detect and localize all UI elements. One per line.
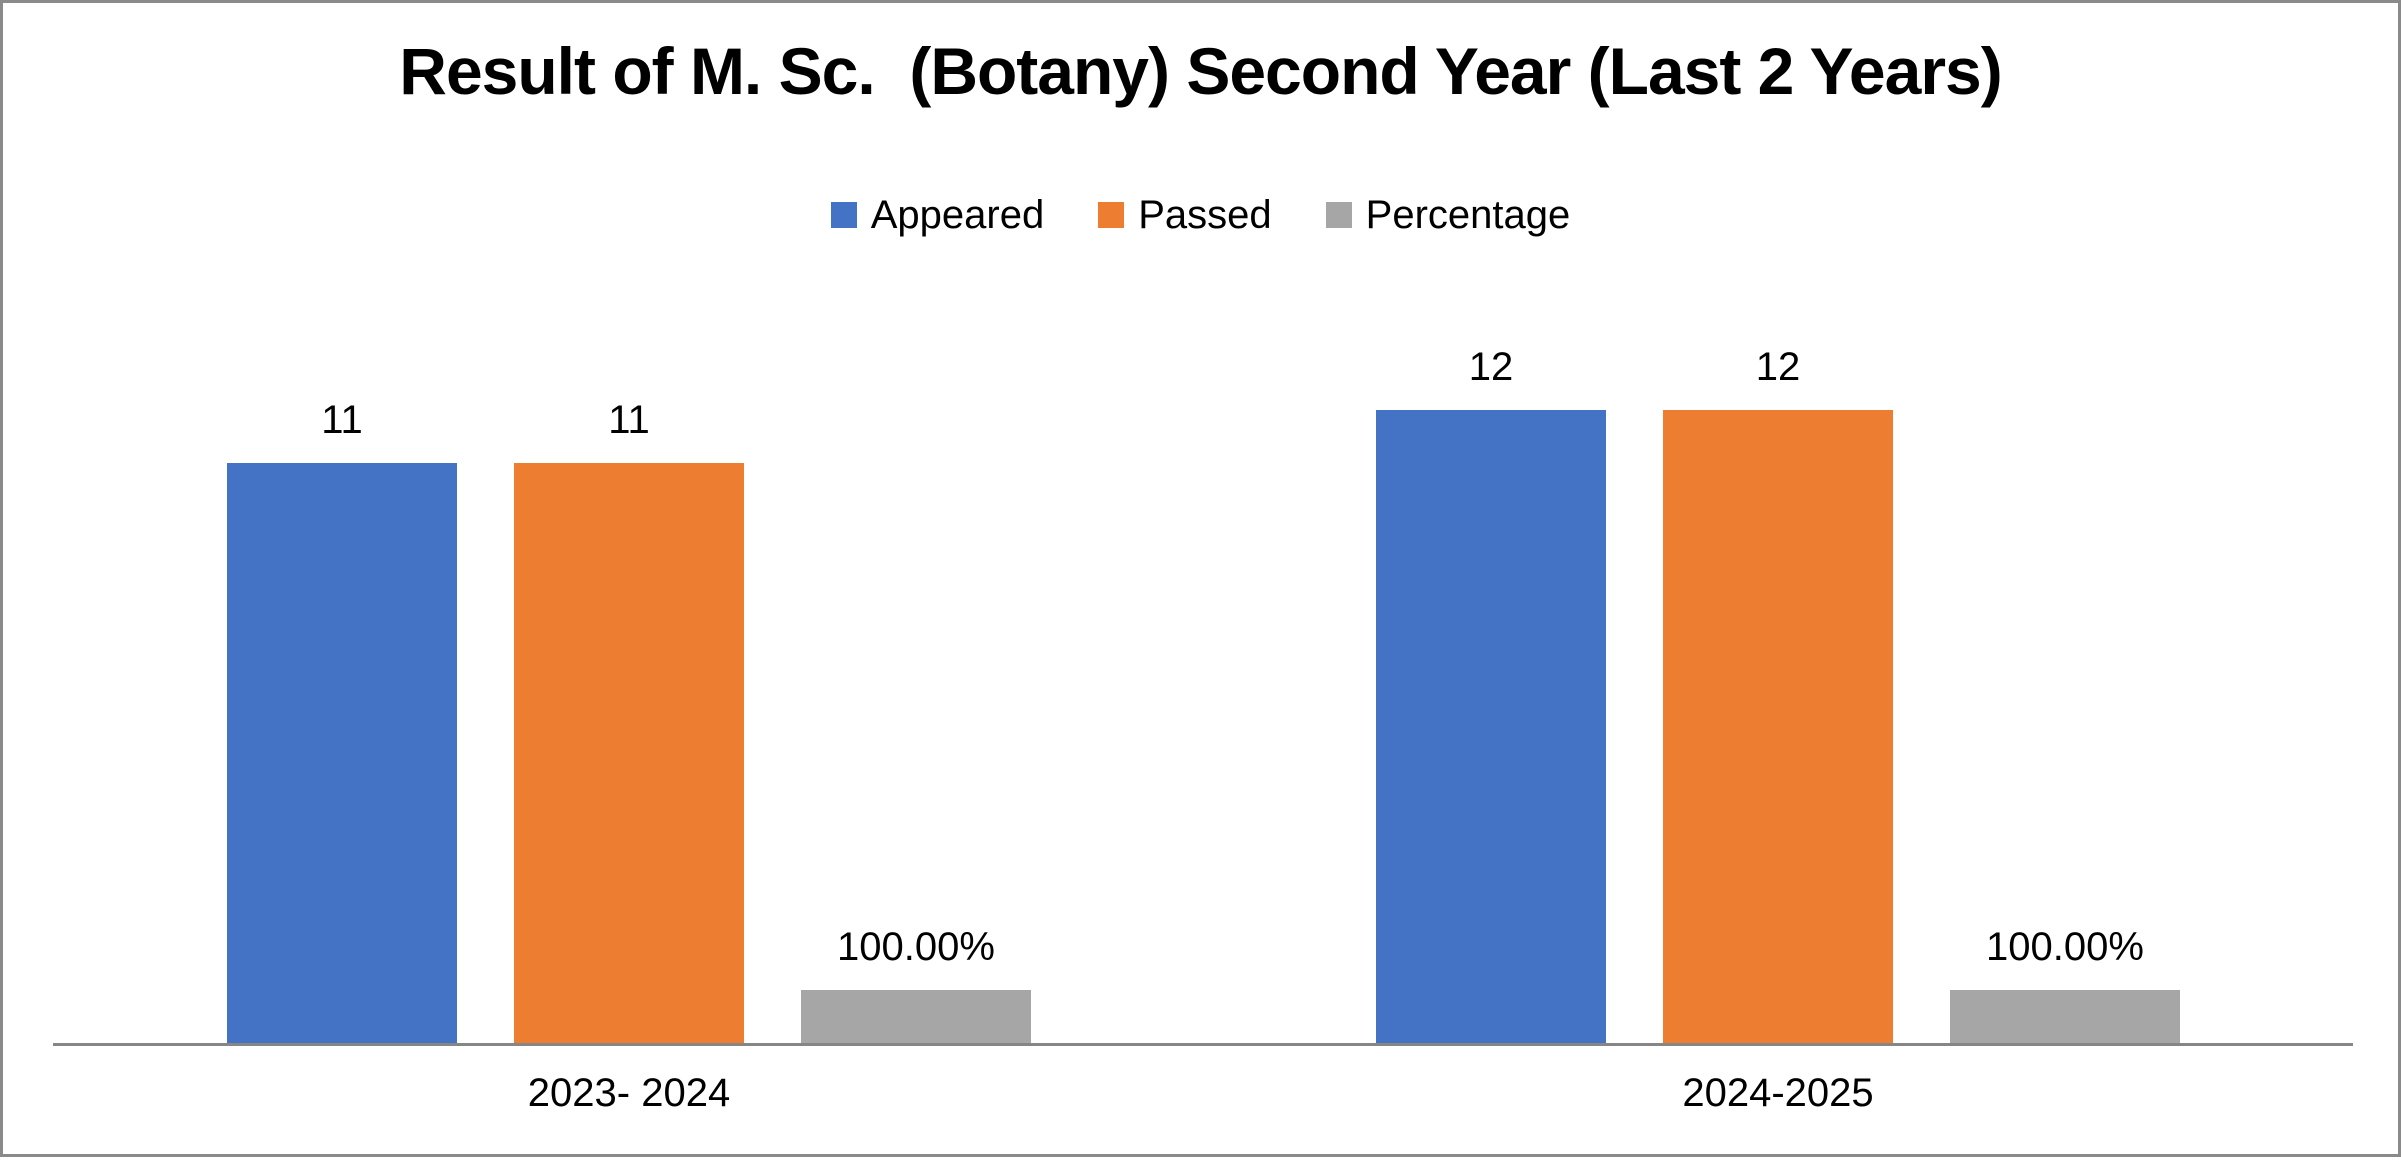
bar-cell-percentage-0: 100.00% [801, 925, 1031, 1043]
legend-item-percentage: Percentage [1325, 193, 1571, 237]
legend-label-appeared: Appeared [870, 193, 1045, 237]
bar-cell-appeared-1: 12 [1376, 345, 1606, 1043]
data-label-percentage-0: 100.00% [837, 925, 995, 969]
bar-cell-appeared-0: 11 [227, 398, 457, 1043]
data-label-appeared-1: 12 [1468, 345, 1514, 389]
legend-label-percentage: Percentage [1365, 193, 1571, 237]
legend-item-appeared: Appeared [830, 193, 1045, 237]
bar-cell-passed-1: 12 [1663, 345, 1893, 1043]
legend-swatch-appeared-icon [830, 202, 857, 228]
data-label-passed-0: 11 [608, 398, 650, 442]
data-label-appeared-0: 11 [321, 398, 363, 442]
plot-area: 11 11 100.00% 12 12 100.00% 2023- 2024 2024-… [3, 3, 2401, 1160]
legend-swatch-percentage-icon [1325, 202, 1352, 228]
data-label-passed-1: 12 [1755, 345, 1801, 389]
bar-cell-passed-0: 11 [514, 398, 744, 1043]
category-label-2024-2025: 2024-2025 [1682, 1071, 1874, 1115]
bar-appeared-1 [1376, 410, 1606, 1043]
bar-percentage-0 [801, 990, 1031, 1043]
legend: Appeared Passed Percentage [3, 193, 2398, 237]
bar-percentage-1 [1950, 990, 2180, 1043]
x-axis-line [53, 1043, 2353, 1046]
chart-title: Result of M. Sc. (Botany) Second Year (L… [399, 34, 2002, 108]
bar-appeared-0 [227, 463, 457, 1043]
legend-item-passed: Passed [1098, 193, 1272, 237]
category-label-2023-2024: 2023- 2024 [527, 1071, 731, 1115]
bar-cell-percentage-1: 100.00% [1950, 925, 2180, 1043]
data-label-percentage-1: 100.00% [1986, 925, 2144, 969]
bar-group-2023-2024: 11 11 100.00% [227, 398, 1031, 1043]
legend-swatch-passed-icon [1098, 202, 1125, 228]
bar-passed-1 [1663, 410, 1893, 1043]
bar-passed-0 [514, 463, 744, 1043]
legend-label-passed: Passed [1138, 193, 1272, 237]
bar-group-2024-2025: 12 12 100.00% [1376, 345, 2180, 1043]
